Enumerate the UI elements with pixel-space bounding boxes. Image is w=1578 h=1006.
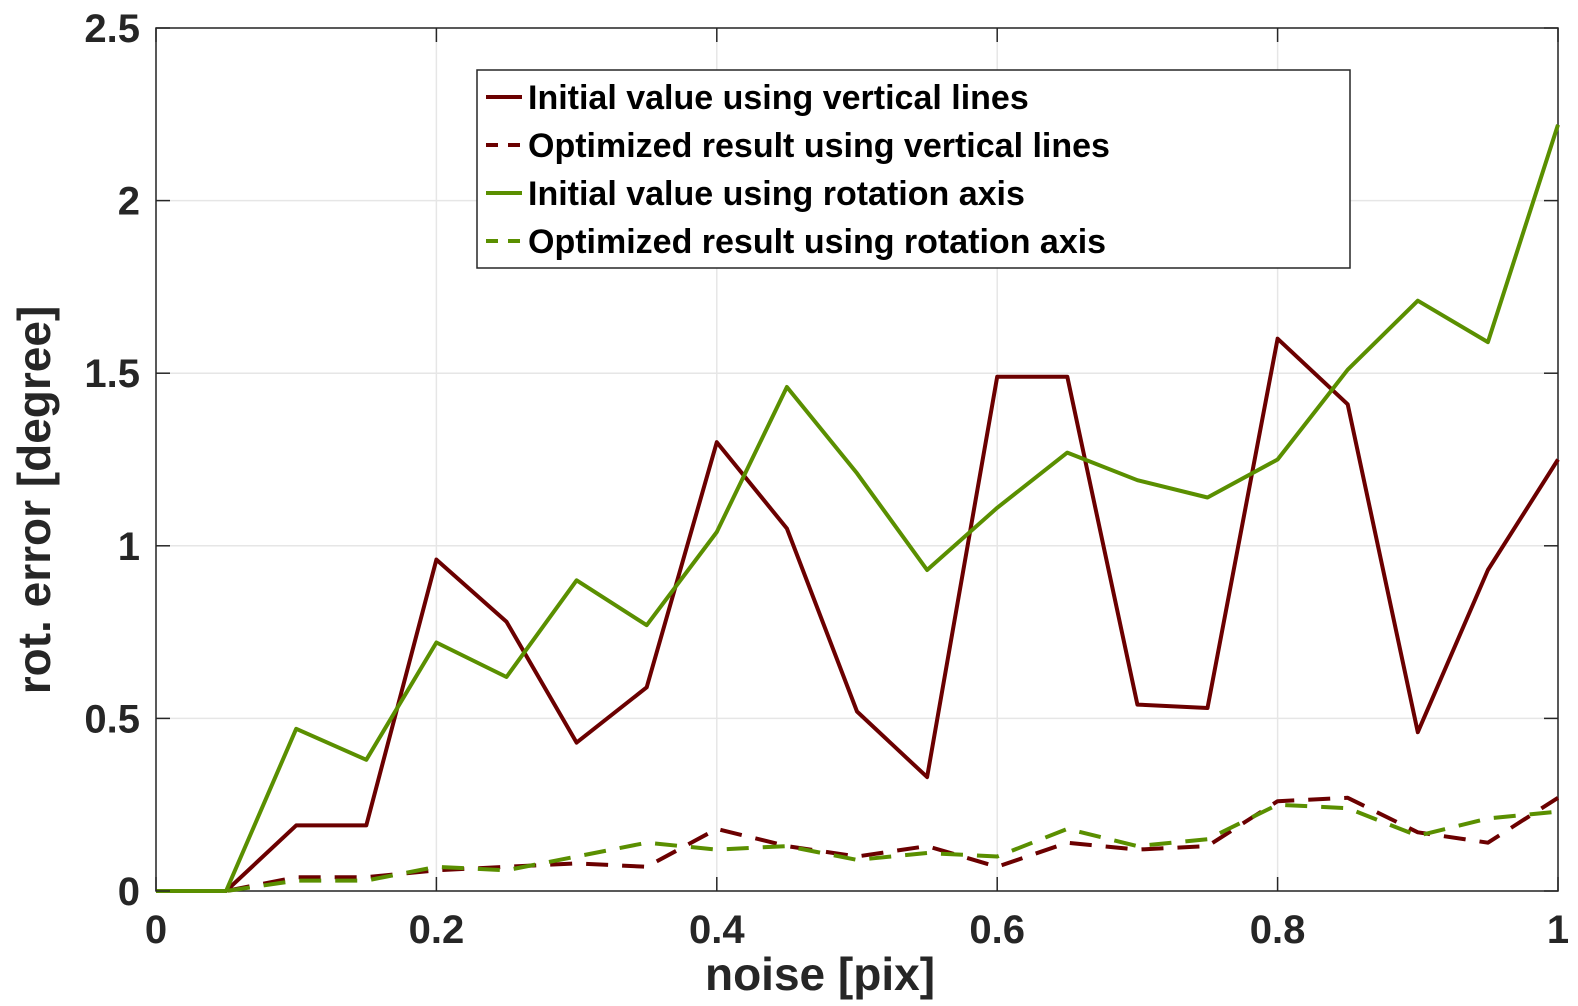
series-line-1 — [156, 336, 1560, 893]
legend: Initial value using vertical lines Optimi… — [476, 69, 1351, 269]
x-tick-label: 1 — [1547, 908, 1569, 952]
axis-ticks — [155, 27, 1559, 892]
y-tick-label: 1.5 — [84, 352, 140, 396]
x-tick-labels: 0 0.2 0.4 0.6 0.8 1 — [145, 908, 1569, 952]
x-axis-label: noise [pix] — [705, 948, 935, 1000]
x-tick-label: 0.8 — [1250, 908, 1306, 952]
series-line-4 — [156, 802, 1559, 893]
legend-label-3: Initial value using rotation axis — [528, 175, 1025, 213]
y-tick-label: 1 — [118, 525, 140, 569]
x-tick-label: 0.4 — [689, 908, 745, 952]
y-tick-labels: 0 0.5 1 1.5 2 2.5 — [84, 7, 140, 914]
y-axis-label: rot. error [degree] — [8, 306, 60, 695]
legend-label-4: Optimized result using rotation axis — [528, 223, 1106, 261]
x-tick-label: 0.2 — [409, 908, 465, 952]
x-tick-label: 0 — [145, 908, 167, 952]
legend-label-1: Initial value using vertical lines — [528, 79, 1029, 117]
series-line-3 — [156, 124, 1560, 893]
y-tick-label: 0 — [118, 870, 140, 914]
legend-label-2: Optimized result using vertical lines — [528, 127, 1110, 165]
x-tick-label: 0.6 — [969, 908, 1025, 952]
y-tick-label: 0.5 — [84, 697, 140, 741]
y-tick-label: 2.5 — [84, 7, 140, 51]
series-layer — [156, 124, 1560, 893]
legend-box — [476, 69, 1351, 269]
y-tick-label: 2 — [118, 180, 140, 224]
series-line-2 — [156, 795, 1560, 893]
